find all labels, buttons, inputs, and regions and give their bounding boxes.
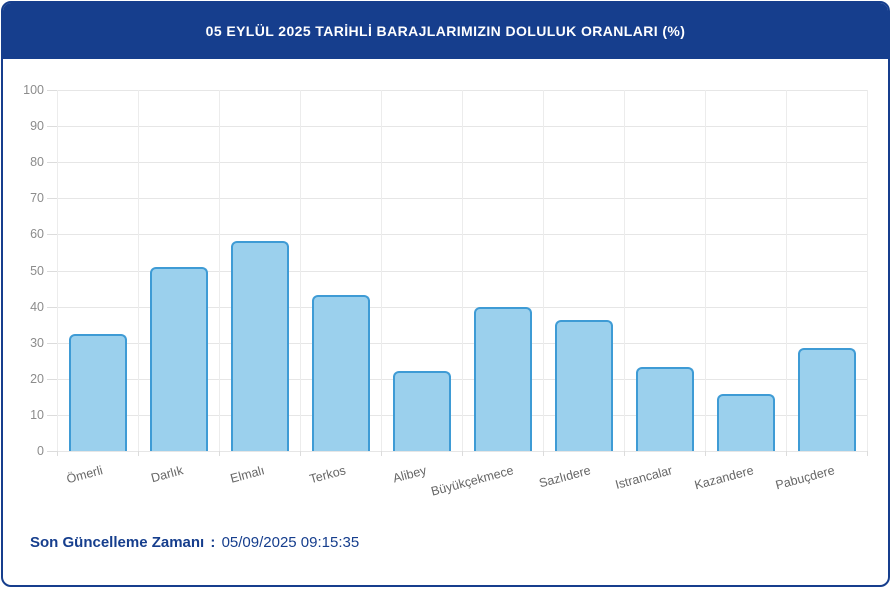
x-axis-label: Büyükçekmece [428, 463, 515, 499]
x-axis-label: Kazandere [692, 463, 755, 493]
last-update-label: Son Güncelleme Zamanı [30, 534, 205, 551]
bar-sazlıdere[interactable] [554, 320, 613, 451]
bar-darlık[interactable] [149, 267, 208, 451]
x-axis-label: Terkos [307, 463, 347, 487]
x-axis-tick-mark [138, 451, 139, 456]
x-axis-label: Elmalı [228, 463, 266, 486]
gridline-vertical [381, 90, 382, 451]
y-axis-tick-mark [47, 126, 57, 128]
y-axis-tick-label: 100 [23, 83, 44, 97]
y-axis-tick-label: 20 [30, 371, 44, 386]
y-axis-tick-label: 80 [30, 155, 44, 170]
x-axis-label: Darlık [149, 463, 185, 486]
y-axis-tick-label: 0 [37, 444, 44, 458]
x-axis-label: Sazlıdere [537, 463, 592, 491]
x-axis-tick-mark [57, 451, 58, 456]
x-axis-label: Pabuçdere [773, 463, 836, 493]
gridline-vertical [543, 90, 544, 451]
gridline-vertical [219, 90, 220, 451]
x-axis-tick-mark [543, 451, 544, 456]
y-axis-tick-mark [47, 414, 57, 416]
x-axis-label: Ömerli [64, 463, 104, 487]
chart-header: 05 EYLÜL 2025 TARİHLİ BARAJLARIMIZIN DOL… [3, 3, 888, 59]
gridline-vertical [462, 90, 463, 451]
y-axis-tick-label: 90 [30, 119, 44, 134]
y-axis-tick-mark [47, 198, 57, 200]
y-axis-tick-mark [47, 162, 57, 164]
bar-chart-plot-area: 0 10 20 30 40 50 60 70 80 90 100 Ömerli Darlık Elmalı… [23, 83, 868, 499]
bar-ömerli[interactable] [68, 334, 127, 451]
bar-pabuçdere[interactable] [797, 348, 856, 451]
last-update-bar: Son Güncelleme Zamanı : 05/09/2025 09:15… [30, 534, 359, 551]
last-update-value: 05/09/2025 09:15:35 [221, 534, 360, 551]
x-axis-tick-mark [381, 451, 382, 456]
x-axis-label: Alibey [390, 463, 428, 486]
bar-kazandere[interactable] [716, 393, 775, 451]
bar-terkos[interactable] [311, 295, 370, 451]
x-axis-tick-mark [867, 451, 868, 456]
x-axis-tick-mark [705, 451, 706, 456]
gridline-vertical [786, 90, 787, 451]
x-axis-tick-mark [462, 451, 463, 456]
y-axis-tick-label: 10 [30, 407, 44, 422]
bar-elmalı[interactable] [230, 241, 289, 451]
bar-büyükçekmece[interactable] [473, 307, 532, 451]
y-axis-tick-mark [47, 270, 57, 272]
gridline-vertical [138, 90, 139, 451]
gridline-vertical [867, 90, 868, 451]
y-axis-tick-mark [47, 234, 57, 236]
x-axis-tick-mark [624, 451, 625, 456]
bar-alibey[interactable] [392, 370, 451, 451]
x-axis-tick-mark [786, 451, 787, 456]
y-axis-tick-mark [47, 342, 57, 344]
gridline-vertical [624, 90, 625, 451]
gridline-vertical [300, 90, 301, 451]
x-axis-label: Istrancalar [613, 463, 674, 492]
y-axis-tick-mark [47, 451, 57, 452]
y-axis-tick-label: 30 [30, 335, 44, 350]
y-axis-tick-label: 60 [30, 227, 44, 242]
x-axis-tick-mark [219, 451, 220, 456]
y-axis-tick-label: 40 [30, 299, 44, 314]
y-axis-tick-mark [47, 306, 57, 308]
gridline-vertical [57, 90, 58, 451]
y-axis-tick-label: 70 [30, 191, 44, 206]
bar-istrancalar[interactable] [635, 366, 694, 451]
x-axis-tick-mark [300, 451, 301, 456]
y-axis-tick-label: 50 [30, 263, 44, 278]
gridline-vertical [705, 90, 706, 451]
chart-title: 05 EYLÜL 2025 TARİHLİ BARAJLARIMIZIN DOL… [205, 23, 686, 39]
last-update-separator: : [210, 534, 216, 551]
y-axis-tick-mark [47, 90, 57, 91]
y-axis-tick-mark [47, 378, 57, 380]
